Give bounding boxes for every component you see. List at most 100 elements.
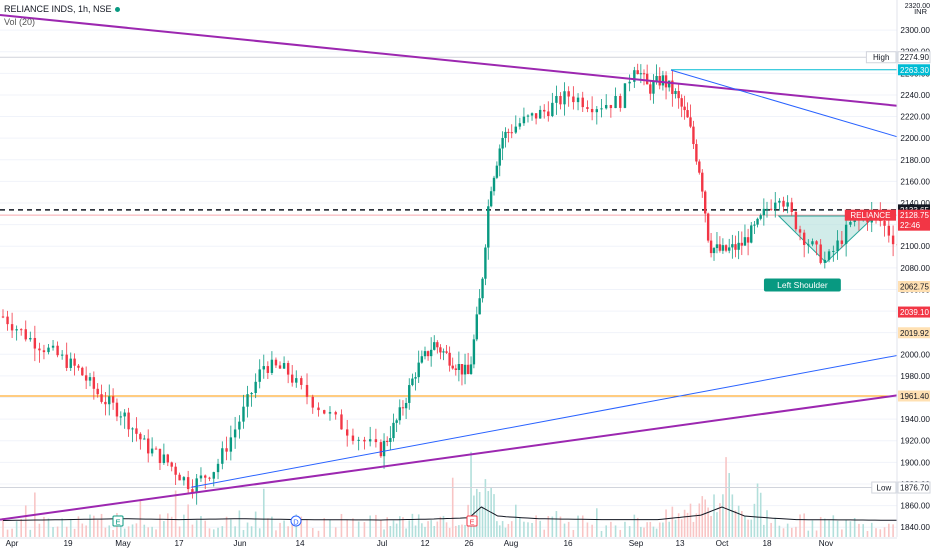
candle-body [395,420,398,423]
candle-body [715,244,719,249]
candle-body [457,364,461,370]
volume-bar [680,519,683,537]
candle-body [195,478,198,493]
volume-bar [539,520,541,537]
high-name-tag-text: High [873,53,889,62]
candle-body [827,251,831,260]
volume-bar [815,530,818,537]
candle-body [111,396,115,403]
volume-bar [824,518,826,537]
volume-bar [38,523,41,537]
candle-body [619,95,622,108]
candle-body [680,98,683,107]
x-tick-label: Nov [819,539,834,548]
candle-body [351,435,355,441]
left-shoulder-label-bg [763,278,841,292]
volume-bar [836,520,839,537]
volume-bar [380,520,382,537]
volume-bar [408,520,411,537]
candle-body [47,347,50,353]
candle-body [484,247,487,279]
volume-bar [392,520,395,537]
candle-body [417,362,420,378]
volume-bar [389,526,392,537]
volume-bar [713,494,715,537]
candle-body [481,278,484,299]
volume-bar [195,520,198,537]
candle-body [609,105,613,109]
candle-body [216,463,220,473]
x-tick-label: 14 [295,539,305,548]
candle-body [38,348,41,351]
volume-bar [636,517,639,537]
candle-body [543,109,546,112]
volume-bar [600,530,603,537]
candle-body [815,241,818,245]
high-name-tag-bg [865,51,897,64]
volume-bar [43,516,45,537]
volume-bar [858,523,860,537]
candle-body [518,123,522,127]
volume-bar [763,524,765,537]
volume-bar [527,522,529,537]
candle-body [323,410,326,414]
dividend-marker-circle [290,515,302,527]
volume-bar [782,528,785,537]
candle-body [832,250,835,252]
volume-bar [640,526,642,537]
volume-bar [6,529,9,537]
volume-bar [624,521,626,537]
volume-bar [870,522,873,537]
volume-bar [439,516,442,537]
volume-bar [283,520,285,537]
volume-bar [108,525,111,537]
volume-bar [56,526,59,537]
candle-body [883,221,886,226]
candle-body [154,448,158,450]
last-name-tag-text: RELIANCE [850,211,890,220]
earnings-marker: E [112,515,124,527]
candle-body [199,475,203,479]
volume-bar [531,522,533,537]
volume-bar [442,515,445,537]
volume-bar [662,522,664,537]
volume-bar [127,526,130,537]
volume-bar [819,516,822,537]
candle-body [254,381,257,394]
volume-bar [73,528,76,537]
volume-bar [334,527,337,537]
candle-body [849,221,852,225]
candle-body [436,342,439,348]
candle-body [170,462,173,467]
volume-bar [652,526,655,537]
candle-body [15,329,18,331]
candle-body [746,237,750,243]
candle-body [811,241,814,245]
candle-body [671,80,674,94]
candle-body [386,440,389,442]
volume-bar [417,514,420,537]
volume-bar [436,521,439,537]
candle-body [555,96,558,103]
grid [0,29,897,528]
candle-body [507,131,510,133]
candle-body [445,351,448,353]
candle-body [891,235,895,245]
candle-body [131,428,134,430]
candle-body [753,224,756,226]
price-axis: 1840.001860.001880.001900.001920.001940.… [844,0,932,550]
y-tick-label: 1900.00 [900,458,930,467]
volume-bar [577,515,579,537]
candle-body [823,259,827,263]
volume-bar [112,529,114,537]
candle-body [765,208,769,210]
candle-body [642,73,646,75]
candle-body [420,356,424,363]
candle-body [674,91,677,94]
candle-body [759,215,762,219]
target-price-tag: 2263.30 [898,64,930,76]
upper-resistance-trendline [0,13,898,107]
volume-bar [291,519,293,537]
candle-body [466,364,470,375]
